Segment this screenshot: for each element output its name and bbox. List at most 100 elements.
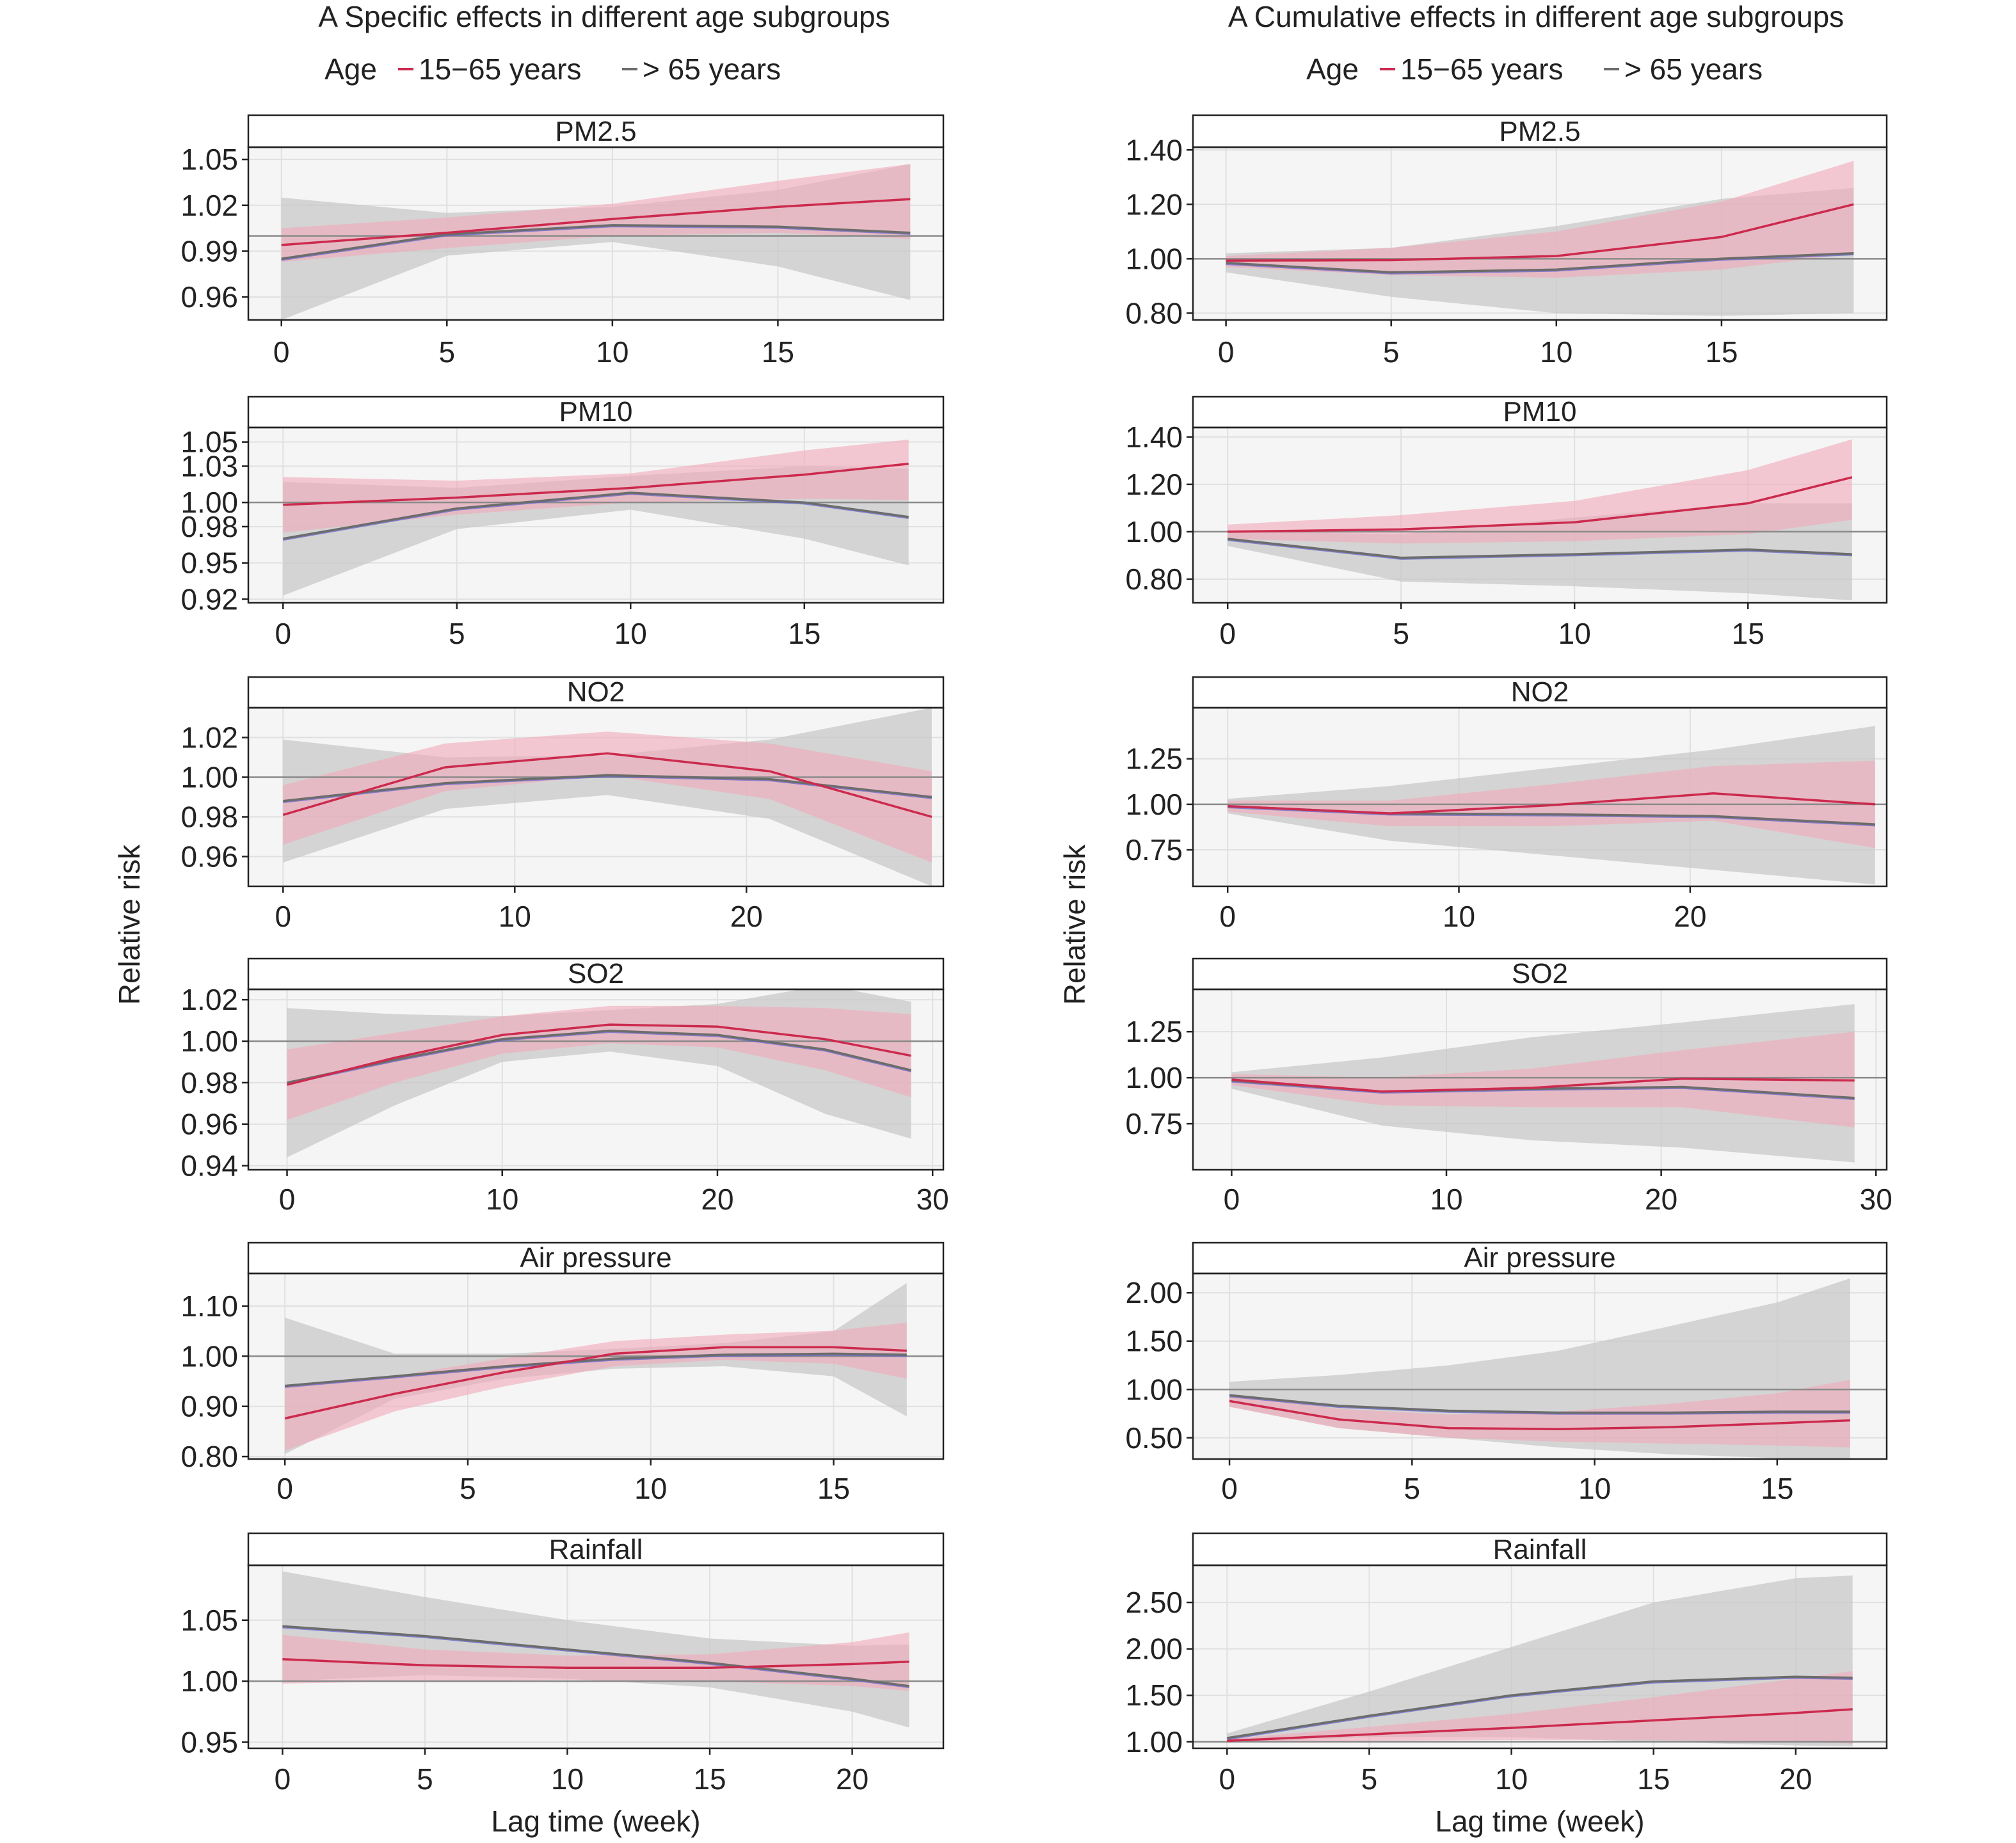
y-tick-label: 1.25	[1125, 742, 1183, 776]
y-tick-label: 0.98	[180, 1066, 238, 1099]
series-line-age-15-65	[1231, 1077, 1855, 1093]
strip	[1192, 1532, 1888, 1567]
ci-band-age-15-65	[283, 731, 932, 863]
y-tick-label: 1.03	[180, 449, 238, 483]
y-tick-label: 1.50	[1125, 1325, 1183, 1358]
panel-pm2-5: PM2.5 0.80 1.00 1.20 1.40 0 5 10 15	[1125, 114, 1888, 369]
x-tick-label: 15	[1705, 335, 1738, 369]
ci-band-age-15-65	[1228, 439, 1852, 544]
x-tick-label: 5	[417, 1762, 433, 1796]
series-line-age-15-65	[1229, 1400, 1850, 1430]
y-tick-label: 0.90	[180, 1390, 238, 1423]
x-tick-label: 20	[1645, 1183, 1677, 1216]
strip-label: NO2	[567, 676, 625, 708]
legend-label: 15−65 years	[419, 52, 581, 86]
y-tick-label: 1.20	[1125, 468, 1183, 501]
y-tick-label: 1.02	[180, 721, 238, 754]
x-tick-label: 0	[273, 335, 290, 369]
y-tick-label: 1.50	[1125, 1679, 1183, 1712]
panel-border	[1192, 1564, 1888, 1750]
panel-pm10: PM10 0.920.95 0.981.001.031.05 0 5 10 15	[180, 395, 945, 650]
x-tick-label: 15	[1732, 617, 1764, 650]
ci-band-age-15-65	[1231, 1032, 1855, 1128]
estimate-curve-blue	[1229, 1396, 1850, 1415]
x-tick-label: 0	[275, 1762, 291, 1796]
strip-label: PM10	[559, 396, 633, 427]
x-tick-label: 0	[1218, 335, 1235, 369]
panel-so2: SO2 0.75 1.00 1.25 0 10 20 30	[1125, 957, 1892, 1216]
strip	[1192, 676, 1888, 709]
panel-border	[1192, 146, 1888, 321]
strip	[247, 1532, 945, 1567]
legend-label: 15−65 years	[1400, 52, 1563, 86]
y-tick-label: 1.20	[1125, 187, 1183, 221]
legend-title: Age	[324, 52, 377, 86]
x-tick-label: 10	[1495, 1762, 1528, 1796]
series-line-age-over-65	[282, 1625, 909, 1687]
y-tick-label: 1.00	[1125, 242, 1183, 275]
x-tick-label: 5	[1361, 1762, 1378, 1796]
panel-no2: NO2 0.75 1.00 1.25 0 10 20	[1125, 676, 1888, 933]
series-line-age-15-65	[282, 752, 932, 818]
estimate-curve-blue	[282, 1627, 909, 1689]
y-tick-label: 0.96	[180, 840, 238, 874]
strip-label: Air pressure	[1464, 1242, 1615, 1273]
y-tick-label: 0.75	[1125, 1107, 1183, 1140]
legend-title: Age	[1306, 52, 1359, 86]
x-tick-label: 20	[836, 1762, 868, 1796]
y-tick-label: 1.05	[180, 143, 238, 176]
x-tick-label: 5	[1404, 1472, 1421, 1505]
series-line-age-over-65	[283, 491, 909, 540]
panel-border	[1192, 706, 1888, 888]
y-tick-label: 1.10	[180, 1289, 238, 1323]
panel-rainfall: Rainfall 1.00 1.50 2.00 2.50 0 5 10 15 20	[1125, 1532, 1888, 1796]
ci-band-age-15-65	[1226, 161, 1854, 278]
y-tick-label: 0.99	[180, 234, 238, 267]
y-tick-label: 0.92	[180, 582, 238, 616]
legend-label: > 65 years	[643, 52, 781, 86]
strip	[247, 957, 945, 991]
estimate-curve-blue	[1231, 1081, 1855, 1101]
strip-label: PM10	[1503, 396, 1577, 427]
x-tick-label: 0	[1219, 617, 1236, 650]
x-tick-label: 20	[1779, 1762, 1812, 1796]
strip	[247, 1241, 945, 1275]
series-line-age-over-65	[287, 1030, 912, 1084]
x-tick-label: 0	[276, 1472, 293, 1505]
x-tick-label: 0	[1224, 1183, 1240, 1216]
estimate-curve-blue	[281, 225, 911, 261]
series-line-age-over-65	[283, 774, 932, 802]
x-tick-label: 5	[460, 1472, 476, 1505]
strip-label: SO2	[1512, 958, 1568, 989]
y-tick-label: 1.02	[180, 983, 238, 1016]
y-axis-label: Relative risk	[113, 844, 146, 1005]
y-tick-label: 0.96	[180, 280, 238, 314]
ci-band-age-15-65	[1227, 1671, 1853, 1744]
y-tick-label: 1.40	[1125, 420, 1183, 454]
panel-border	[1192, 426, 1888, 604]
strip	[1192, 1241, 1888, 1275]
series-line-age-15-65	[282, 1658, 909, 1669]
y-axis-label: Relative risk	[1058, 844, 1091, 1005]
strip-label: PM2.5	[555, 116, 636, 147]
x-tick-label: 5	[449, 617, 465, 650]
x-tick-label: 0	[1221, 1472, 1238, 1505]
panel-border	[247, 706, 945, 888]
x-tick-label: 0	[275, 617, 292, 650]
strip	[1192, 395, 1888, 429]
x-tick-label: 10	[596, 335, 628, 369]
y-tick-label: 0.80	[180, 1440, 238, 1473]
panel-border	[1192, 988, 1888, 1171]
x-tick-label: 10	[1558, 617, 1591, 650]
panel-air-pressure: Air pressure 0.50 1.00 1.50 2.00 0 5 10 15	[1125, 1241, 1888, 1505]
y-tick-label: 2.00	[1125, 1276, 1183, 1309]
y-tick-label: 1.00	[1125, 788, 1183, 821]
column-title: A Specific effects in different age subg…	[318, 0, 890, 33]
y-tick-label: 0.95	[180, 1725, 238, 1759]
estimate-curve-blue	[1227, 1677, 1853, 1741]
x-tick-label: 15	[788, 617, 820, 650]
y-tick-label: 1.02	[180, 189, 238, 222]
strip-label: Air pressure	[520, 1242, 671, 1273]
strip	[247, 395, 945, 429]
series-line-age-15-65	[287, 1023, 911, 1086]
